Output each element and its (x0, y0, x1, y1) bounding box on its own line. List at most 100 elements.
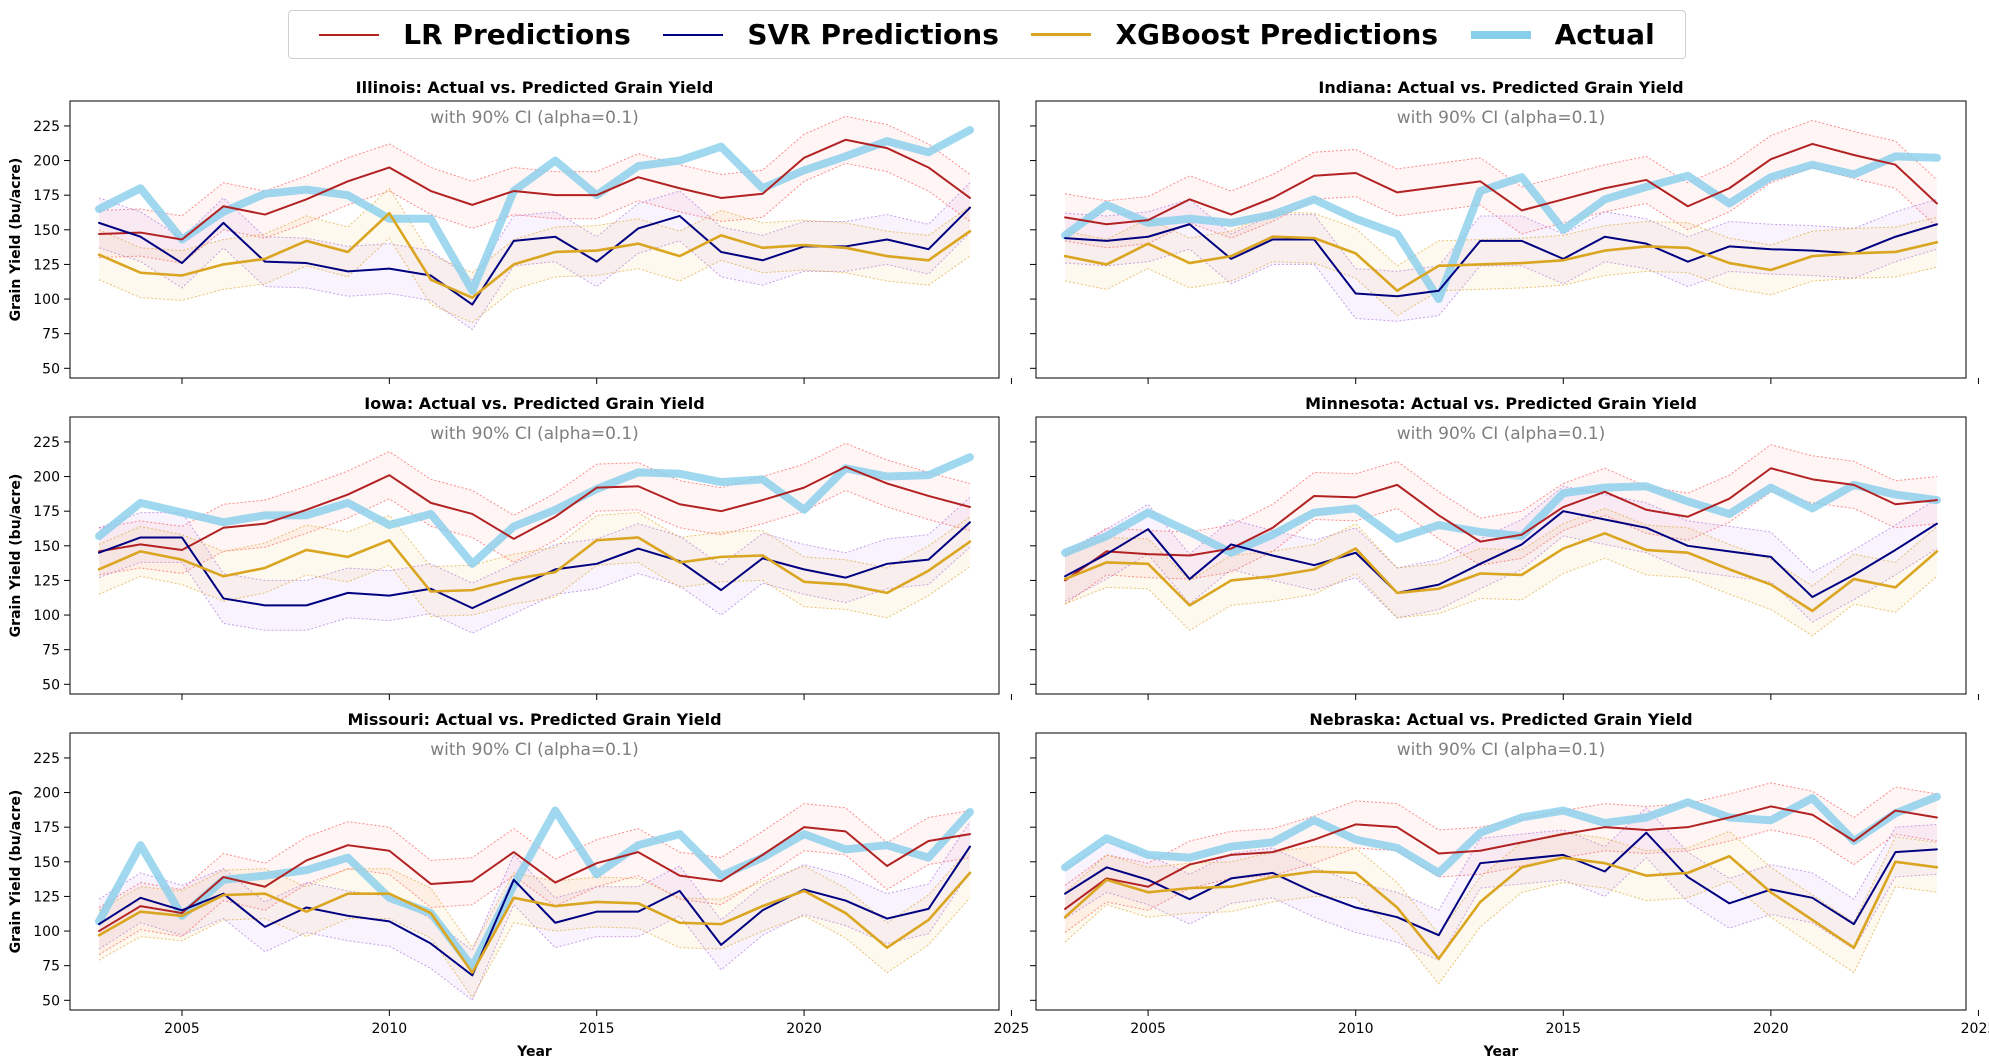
ci-band-xgb (99, 512, 970, 618)
ci-upper-svr (98, 496, 971, 584)
series-line-lr (1064, 142, 1938, 226)
panel-subtitle: with 90% CI (alpha=0.1) (1397, 108, 1606, 128)
series-line-svr (1064, 223, 1938, 298)
ci-lower-lr (1064, 491, 1937, 605)
ci-lower-svr (98, 232, 971, 331)
y-axis-label: Grain Yield (bu/acre) (8, 790, 24, 954)
ci-lower-xgb (98, 561, 971, 619)
y-tick-label: 125 (33, 573, 60, 589)
y-tick-label: 75 (42, 327, 60, 343)
legend-swatch-xgb (1031, 33, 1092, 36)
panel-title: Nebraska: Actual vs. Predicted Grain Yie… (1309, 710, 1692, 729)
y-tick-label: 150 (33, 539, 60, 555)
panel-2: Iowa: Actual vs. Predicted Grain Yield wi… (8, 394, 1012, 700)
series-line-xgb (1063, 235, 1939, 293)
ci-band-svr (99, 497, 970, 634)
ci-band-svr (99, 821, 970, 1001)
ci-band-lr (99, 803, 970, 955)
x-tick-label: 2010 (372, 1021, 408, 1037)
legend-item-actual: Actual (1470, 18, 1655, 51)
y-tick-label: 225 (33, 751, 60, 767)
ci-lower-svr (98, 871, 971, 1002)
panel-subtitle: with 90% CI (alpha=0.1) (430, 740, 639, 760)
panel-title: Illinois: Actual vs. Predicted Grain Yie… (356, 78, 714, 97)
x-axis-label: Year (1483, 1044, 1519, 1060)
series-line-svr (98, 521, 971, 610)
legend-label-lr: LR Predictions (403, 18, 631, 51)
y-tick-label: 150 (33, 223, 60, 239)
ci-lower-lr (1064, 166, 1938, 249)
y-tick-label: 75 (42, 643, 60, 659)
y-tick-label: 175 (33, 188, 60, 204)
legend-label-svr: SVR Predictions (747, 18, 999, 51)
y-tick-label: 50 (42, 993, 60, 1009)
legend-item-svr: SVR Predictions (663, 18, 999, 51)
panel-subtitle: with 90% CI (alpha=0.1) (430, 108, 639, 128)
y-axis-label: Grain Yield (bu/acre) (8, 474, 24, 638)
ci-upper-svr (1064, 807, 1937, 911)
axes-frame (69, 100, 1000, 379)
series-line-lr (98, 826, 971, 933)
series-line-svr (1064, 831, 1938, 937)
axes-frame (69, 732, 1000, 1011)
x-tick-label: 2020 (786, 1021, 822, 1037)
series-line-actual (95, 806, 974, 972)
y-tick-label: 50 (42, 361, 60, 377)
panel-title: Indiana: Actual vs. Predicted Grain Yiel… (1318, 78, 1683, 97)
legend: LR Predictions SVR Predictions XGBoost P… (288, 10, 1686, 59)
ci-upper-svr (98, 182, 971, 281)
panel-title: Missouri: Actual vs. Predicted Grain Yie… (347, 710, 721, 729)
legend-swatch-svr (663, 33, 724, 36)
plot-area (1061, 444, 1941, 637)
panel-1: Indiana: Actual vs. Predicted Grain Yiel… (1030, 78, 1979, 384)
ci-upper-svr (1064, 485, 1938, 573)
axes-frame (1035, 732, 1967, 1011)
ci-upper-lr (1064, 444, 1937, 558)
y-tick-label: 75 (42, 959, 60, 975)
y-tick-label: 100 (33, 924, 60, 940)
y-tick-label: 150 (33, 855, 60, 871)
panel-subtitle: with 90% CI (alpha=0.1) (430, 424, 639, 444)
legend-swatch-lr (319, 33, 380, 36)
legend-item-lr: LR Predictions (319, 18, 631, 51)
series-line-actual (1061, 480, 1941, 557)
ci-upper-svr (98, 821, 971, 952)
ci-band-xgb (99, 847, 970, 998)
y-tick-label: 225 (33, 119, 60, 135)
series-line-lr (1064, 805, 1938, 910)
series-line-xgb (97, 871, 972, 974)
y-tick-label: 175 (33, 820, 60, 836)
ci-band-svr (1065, 199, 1937, 322)
series-line-actual (1061, 792, 1941, 877)
ci-upper-svr (1065, 198, 1938, 272)
ci-upper-xgb (1064, 830, 1938, 935)
series-line-actual (95, 453, 974, 568)
series-line-svr (1064, 510, 1938, 599)
ci-lower-svr (1064, 535, 1938, 623)
y-tick-label: 175 (33, 504, 60, 520)
y-tick-label: 100 (33, 608, 60, 624)
panel-subtitle: with 90% CI (alpha=0.1) (1397, 740, 1606, 760)
y-tick-label: 225 (33, 435, 60, 451)
x-tick-label: 2015 (579, 1021, 615, 1037)
axes-frame (1035, 100, 1967, 379)
y-tick-label: 100 (33, 292, 60, 308)
panel-4: Missouri: Actual vs. Predicted Grain Yie… (8, 710, 1029, 1060)
ci-lower-lr (1064, 829, 1938, 933)
series-line-lr (1064, 467, 1938, 582)
plot-area (1061, 119, 1941, 322)
series-line-lr (98, 138, 971, 241)
series-line-xgb (1063, 854, 1939, 961)
ci-upper-xgb (98, 512, 971, 569)
ci-lower-svr (1065, 248, 1938, 322)
panel-0: Illinois: Actual vs. Predicted Grain Yie… (8, 78, 1012, 384)
y-axis-label: Grain Yield (bu/acre) (8, 158, 24, 322)
ci-upper-lr (99, 115, 971, 217)
series-line-lr (98, 465, 971, 553)
series-line-xgb (1063, 532, 1939, 613)
series-line-actual (95, 126, 974, 295)
series-line-actual (1061, 152, 1941, 304)
x-tick-label: 2025 (1961, 1021, 1989, 1037)
x-tick-label: 2005 (1130, 1021, 1166, 1037)
ci-band-xgb (1065, 831, 1937, 984)
